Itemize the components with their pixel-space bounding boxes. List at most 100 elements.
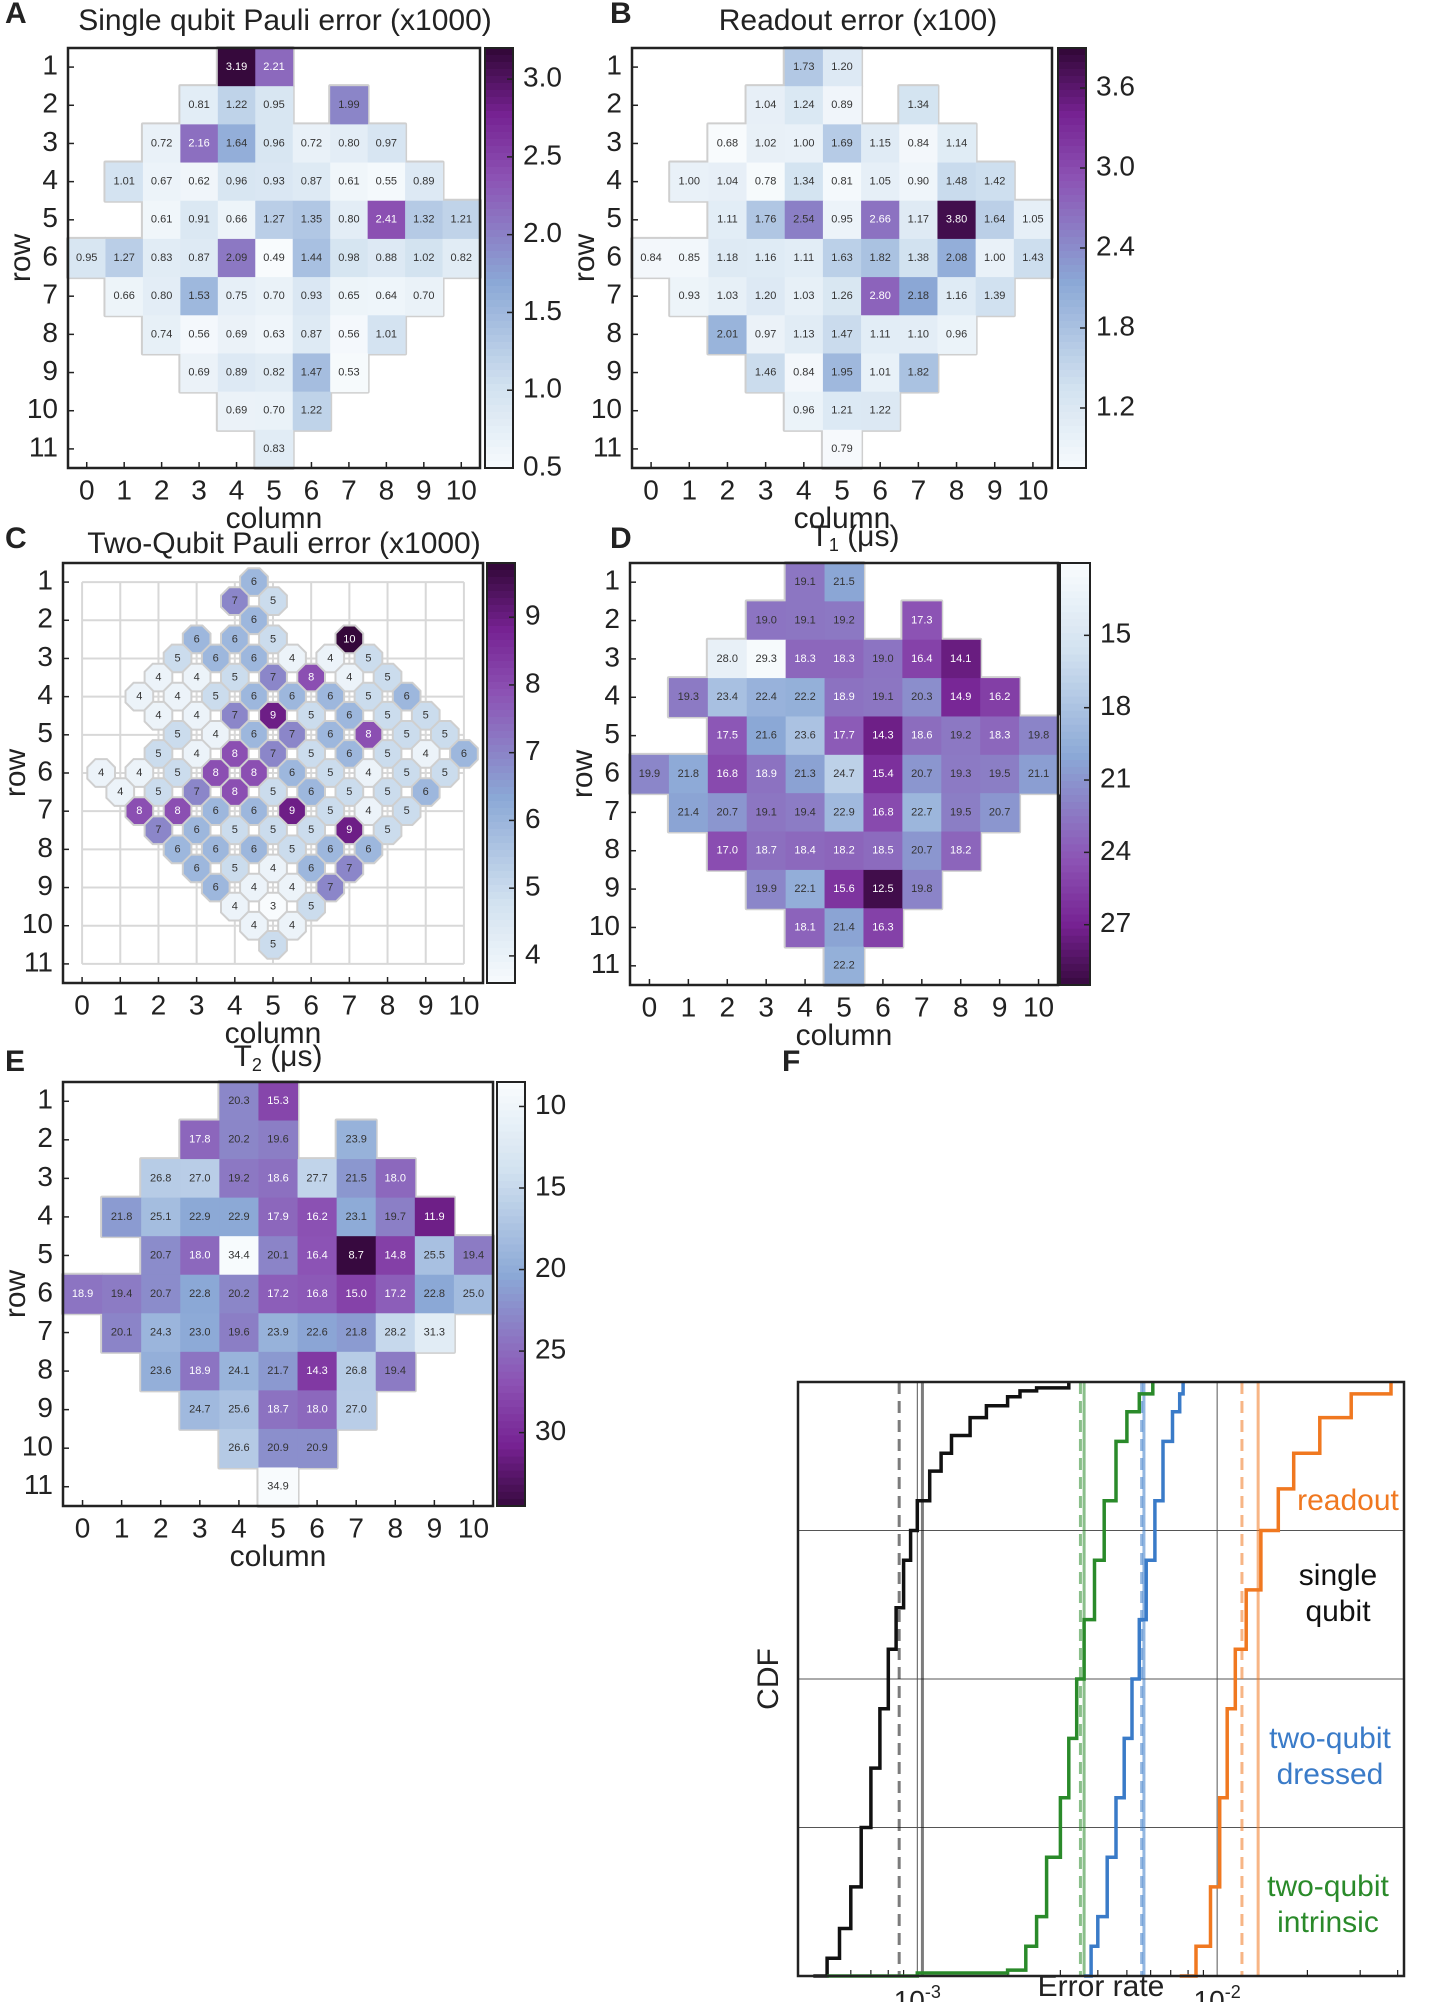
coupler-value-label: 5 [270,786,276,798]
coupler-value-label: 6 [213,881,219,893]
colorbar-segment [485,454,513,462]
colorbar-segment [1060,745,1090,754]
qubit-cell [258,1159,299,1199]
colorbar-segment [1060,921,1090,930]
colorbar-segment [497,1258,525,1267]
qubit-value-label: 19.0 [755,614,776,626]
qubit-value-label: 21.8 [111,1211,132,1223]
colorbar-segment [1058,167,1086,175]
colorbar-segment [485,174,513,182]
qubit-value-label: 3.80 [946,214,967,226]
x-axis-label: column [225,1017,322,1050]
qubit-cell [255,124,294,164]
coupler-value-label: 5 [327,767,333,779]
qubit-value-label: 19.1 [872,691,893,703]
qubit-value-label: 1.11 [717,214,738,226]
colorbar-segment [487,815,515,823]
colorbar-segment [1058,335,1086,343]
qubit-cell [141,1313,181,1353]
colorbar-segment [497,1470,525,1479]
x-tick-label: 2 [153,1512,169,1543]
qubit-value-label: 12.5 [872,883,893,895]
colorbar-segment [485,412,513,420]
qubit-cell [453,1274,494,1314]
coupler-octagon [200,681,231,712]
colorbar-segment [1058,307,1086,315]
tick-exponent: -3 [925,1982,941,2002]
colorbar-segment [497,1202,525,1210]
qubit-cell [708,315,748,354]
qubit-cell [822,162,862,202]
coupler-value-label: 8 [213,767,219,779]
y-tick-label: 6 [37,1276,53,1307]
x-tick-label: 0 [74,989,90,1020]
qubit-value-label: 21.4 [833,921,854,933]
colorbar-segment [1060,774,1090,782]
qubit-value-label: 1.47 [831,328,852,340]
colorbar-segment [485,139,513,147]
qubit-value-label: 1.46 [755,366,776,378]
panel-label-F: F [782,1045,800,1078]
colorbar-segment [487,787,515,795]
qubit-value-label: 0.82 [263,366,284,378]
coupler-value-label: 6 [461,748,467,760]
y-tick-label: 10 [27,393,58,424]
coupler-value-label: 5 [174,652,180,664]
panel-label-C: C [5,522,27,555]
qubit-cell [670,277,709,316]
qubit-cell [336,1390,377,1430]
coupler-octagon [296,891,326,922]
coupler-octagon [334,662,365,693]
qubit-value-label: 34.9 [267,1481,288,1493]
coupler-value-label: 5 [174,767,180,779]
coupler-octagon [277,720,307,750]
qubit-cell [941,678,981,717]
qubit-value-label: 1.42 [984,176,1005,188]
qubit-value-label: 0.83 [263,443,284,455]
qubit-cell [180,1390,220,1430]
colorbar-segment [485,97,513,105]
colorbar-segment [1060,647,1090,656]
x-tick-label: 8 [949,474,965,505]
qubit-value-label: 18.9 [72,1288,93,1300]
coupler-value-label: 4 [174,691,180,703]
cdf-curve-two-qubit-intrinsic [827,1382,1155,1978]
qubit-cell [217,124,256,164]
colorbar-segment [487,871,515,879]
qubit-value-label: 19.8 [911,883,932,895]
colorbar-segment [1060,682,1090,691]
coupler-octagon [277,834,307,865]
qubit-cell [861,200,900,240]
colorbar-segment [497,1477,525,1486]
qubit-value-label: 27.0 [345,1404,366,1416]
qubit-value-label: 1.82 [869,252,890,264]
qubit-cell [975,200,1015,240]
coupler-octagon [105,777,136,807]
coupler-octagon [334,815,365,846]
qubit-cell [746,315,786,354]
coupler-value-label: 8 [174,805,180,817]
colorbar-segment [497,1456,525,1465]
colorbar-segment [497,1173,525,1182]
qubit-cell [980,793,1020,833]
qubit-cell [330,238,369,278]
qubit-cell [746,793,787,833]
coupler-value-label: 4 [365,805,371,817]
y-tick-label: 6 [604,756,620,787]
coupler-value-label: 7 [346,862,352,874]
qubit-cell [941,831,981,871]
qubit-cell [367,200,406,240]
qubit-cell [180,162,219,202]
qubit-cell [822,315,862,354]
qubit-cell [180,1274,220,1314]
qubit-value-label: 0.95 [76,252,97,264]
colorbar-segment [487,801,515,809]
qubit-value-label: 0.75 [226,290,247,302]
colorbar-segment [1058,202,1086,210]
qubit-value-label: 17.3 [911,614,932,626]
qubit-cell [297,1159,338,1199]
x-tick-label: 10 [458,1512,489,1543]
y-tick-label: 8 [37,832,53,863]
qubit-value-label: 1.03 [717,290,738,302]
colorbar-segment [497,1421,525,1429]
